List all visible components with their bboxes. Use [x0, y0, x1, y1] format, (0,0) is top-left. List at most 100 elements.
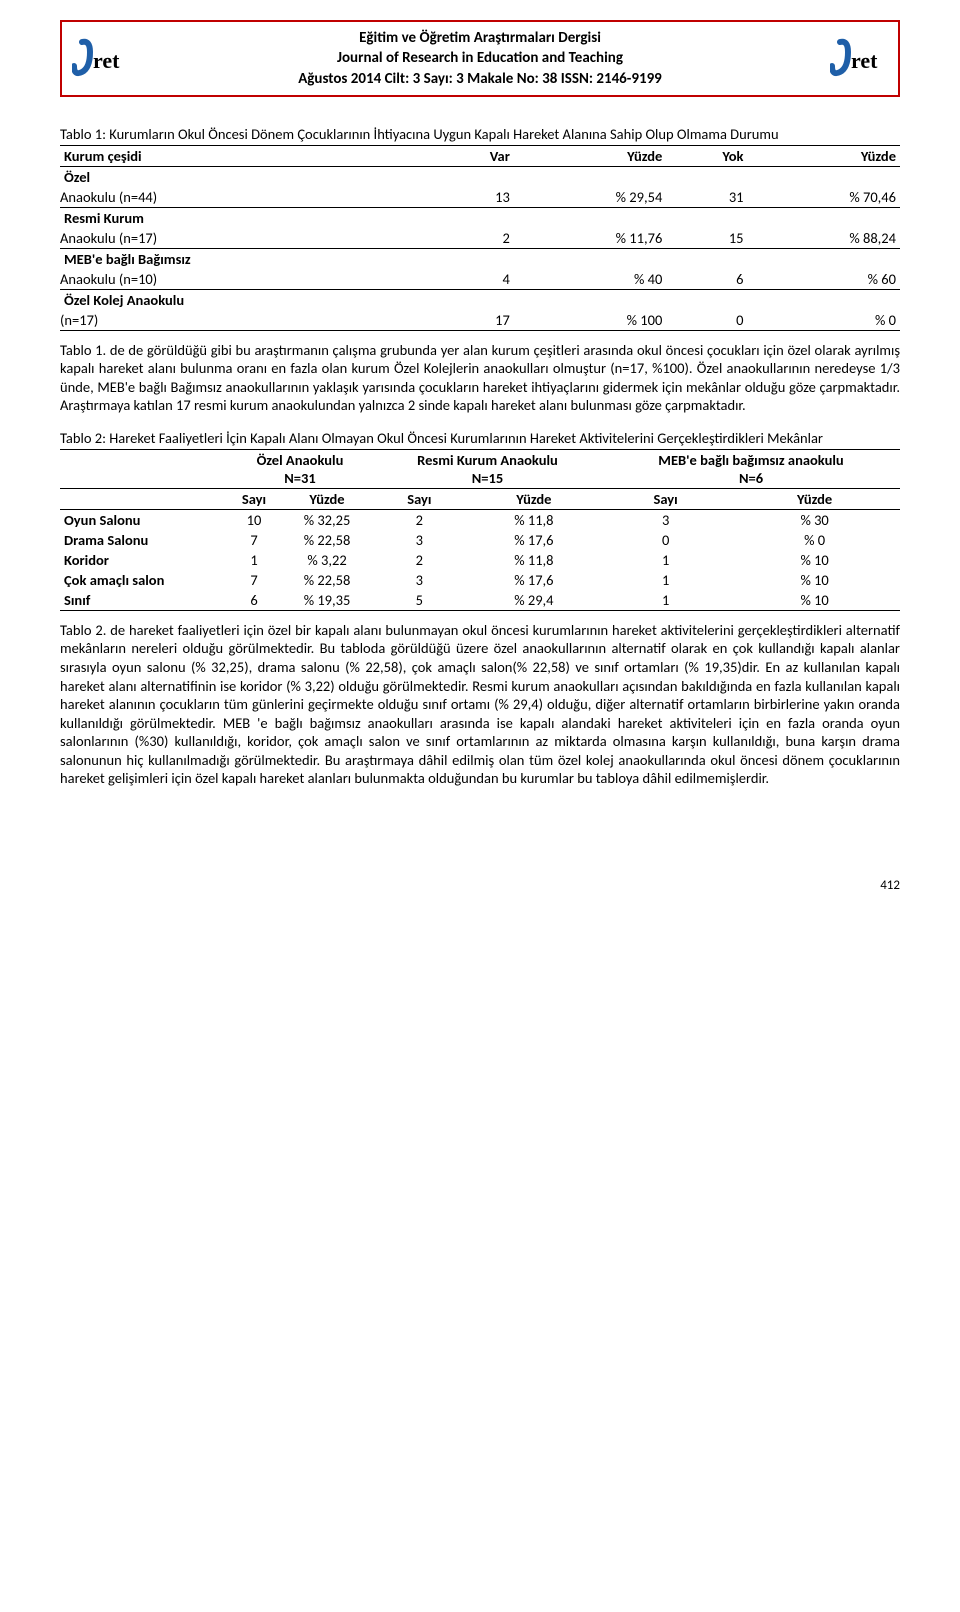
table1-cell: 17 — [436, 310, 514, 331]
table2-cell: % 22,58 — [281, 570, 373, 590]
table2-cell: % 17,6 — [466, 570, 602, 590]
table2-subheader: Yüzde — [797, 490, 832, 508]
table1-cell: % 29,54 — [514, 187, 666, 208]
table1-header-yuzde2: Yüzde — [748, 145, 900, 166]
table1-cell: % 88,24 — [748, 228, 900, 249]
table1-group-label: Özel Kolej Anaokulu — [60, 289, 436, 310]
table1-cell: % 70,46 — [748, 187, 900, 208]
table1-cell: Anaokulu (n=44) — [60, 187, 436, 208]
table-row: Çok amaçlı salon 7 % 22,58 3 % 17,6 1 % … — [60, 570, 900, 590]
table-row: Sayı Yüzde Sayı Yüzde Sayı Yüzde — [60, 488, 900, 509]
table1-group-label: Özel — [60, 166, 436, 187]
table2-rowlabel: Sınıf — [60, 590, 227, 611]
table1-cell: Anaokulu (n=10) — [60, 269, 436, 290]
table2-subheader: Sayı — [654, 490, 678, 508]
table2-cell: % 0 — [729, 530, 900, 550]
table1-cell: % 0 — [748, 310, 900, 331]
table2-colgroup-title: Özel Anaokulu N=31 — [227, 449, 373, 488]
paragraph-2: Tablo 2. de hareket faaliyetleri için öz… — [60, 621, 900, 788]
logo-left: ret — [72, 38, 130, 78]
table1-cell: % 11,76 — [514, 228, 666, 249]
table2-subheader: Sayı — [242, 490, 266, 508]
table-row: MEB'e bağlı Bağımsız — [60, 248, 900, 269]
table-row: Anaokulu (n=10) 4 % 40 6 % 60 — [60, 269, 900, 290]
table2-colgroup2-title: MEB'e bağlı bağımsız anaokulu — [658, 451, 843, 469]
table2-cell: 3 — [373, 530, 466, 550]
table2: Özel Anaokulu N=31 Resmi Kurum Anaokulu … — [60, 449, 900, 611]
paragraph-1: Tablo 1. de de görüldüğü gibi bu araştır… — [60, 341, 900, 415]
table2-cell: 1 — [602, 570, 729, 590]
table2-cell: % 10 — [729, 590, 900, 611]
journal-header-text: Eğitim ve Öğretim Araştırmaları Dergisi … — [130, 28, 830, 89]
table1-cell: (n=17) — [60, 310, 436, 331]
table2-cell: 1 — [227, 550, 281, 570]
table1-group-label: Resmi Kurum — [60, 207, 436, 228]
table2-cell: % 11,8 — [466, 509, 602, 530]
table2-cell: 1 — [602, 590, 729, 611]
table2-cell: % 10 — [729, 550, 900, 570]
table2-rowlabel: Koridor — [60, 550, 227, 570]
table-row: Özel — [60, 166, 900, 187]
table-row: Anaokulu (n=17) 2 % 11,76 15 % 88,24 — [60, 228, 900, 249]
table2-colgroup0-title: Özel Anaokulu — [257, 451, 344, 469]
table-row: Drama Salonu 7 % 22,58 3 % 17,6 0 % 0 — [60, 530, 900, 550]
table-row: (n=17) 17 % 100 0 % 0 — [60, 310, 900, 331]
table2-subheader: Yüzde — [516, 490, 551, 508]
table2-cell: % 3,22 — [281, 550, 373, 570]
table1-cell: 13 — [436, 187, 514, 208]
table2-cell: % 17,6 — [466, 530, 602, 550]
jret-logo-icon: ret — [830, 38, 888, 78]
table2-cell: 3 — [602, 509, 729, 530]
table-row: Özel Anaokulu N=31 Resmi Kurum Anaokulu … — [60, 449, 900, 488]
table1-cell: 4 — [436, 269, 514, 290]
table2-cell: 0 — [602, 530, 729, 550]
logo-right: ret — [830, 38, 888, 78]
table1-body: Özel Anaokulu (n=44) 13 % 29,54 31 % 70,… — [60, 166, 900, 330]
table2-rowlabel: Oyun Salonu — [60, 509, 227, 530]
journal-title-en: Journal of Research in Education and Tea… — [130, 48, 830, 68]
page-number: 412 — [60, 878, 900, 893]
table2-cell: 10 — [227, 509, 281, 530]
table2-cell: 7 — [227, 530, 281, 550]
svg-text:ret: ret — [93, 48, 120, 73]
jret-logo-icon: ret — [72, 38, 130, 78]
table2-rowlabel: Drama Salonu — [60, 530, 227, 550]
journal-header: ret Eğitim ve Öğretim Araştırmaları Derg… — [60, 20, 900, 97]
table1-header-kurum: Kurum çeşidi — [60, 145, 436, 166]
table-row: Oyun Salonu 10 % 32,25 2 % 11,8 3 % 30 — [60, 509, 900, 530]
table2-cell: % 10 — [729, 570, 900, 590]
table-row: Koridor 1 % 3,22 2 % 11,8 1 % 10 — [60, 550, 900, 570]
table1-cell: 15 — [666, 228, 747, 249]
table1-cell: Anaokulu (n=17) — [60, 228, 436, 249]
table2-subheader: Yüzde — [309, 490, 344, 508]
table1-cell: 31 — [666, 187, 747, 208]
table2-colgroup1-title: Resmi Kurum Anaokulu — [417, 451, 558, 469]
table2-cell: % 19,35 — [281, 590, 373, 611]
table1-cell: % 40 — [514, 269, 666, 290]
table2-rowlabel: Çok amaçlı salon — [60, 570, 227, 590]
table2-cell: % 32,25 — [281, 509, 373, 530]
table1-header-yok: Yok — [666, 145, 747, 166]
table2-colgroup1-n: N=15 — [472, 469, 503, 487]
table2-colgroup-title: Resmi Kurum Anaokulu N=15 — [373, 449, 602, 488]
table2-colgroup0-n: N=31 — [284, 469, 315, 487]
table1-cell: % 60 — [748, 269, 900, 290]
table2-cell: 2 — [373, 509, 466, 530]
table1-cell: 2 — [436, 228, 514, 249]
table1-header-yuzde1: Yüzde — [514, 145, 666, 166]
table-row: Resmi Kurum — [60, 207, 900, 228]
table-row: Anaokulu (n=44) 13 % 29,54 31 % 70,46 — [60, 187, 900, 208]
table2-colgroup2-n: N=6 — [739, 469, 763, 487]
table2-cell: % 11,8 — [466, 550, 602, 570]
journal-title-tr: Eğitim ve Öğretim Araştırmaları Dergisi — [130, 28, 830, 48]
table2-subheader: Sayı — [407, 490, 431, 508]
table2-cell: % 29,4 — [466, 590, 602, 611]
table1-cell: 0 — [666, 310, 747, 331]
table1-cell: % 100 — [514, 310, 666, 331]
table2-title: Tablo 2: Hareket Faaliyetleri İçin Kapal… — [60, 429, 900, 447]
svg-text:ret: ret — [851, 48, 878, 73]
table1-cell: 6 — [666, 269, 747, 290]
table2-cell: % 30 — [729, 509, 900, 530]
table1: Kurum çeşidi Var Yüzde Yok Yüzde Özel An… — [60, 145, 900, 331]
table-row: Özel Kolej Anaokulu — [60, 289, 900, 310]
